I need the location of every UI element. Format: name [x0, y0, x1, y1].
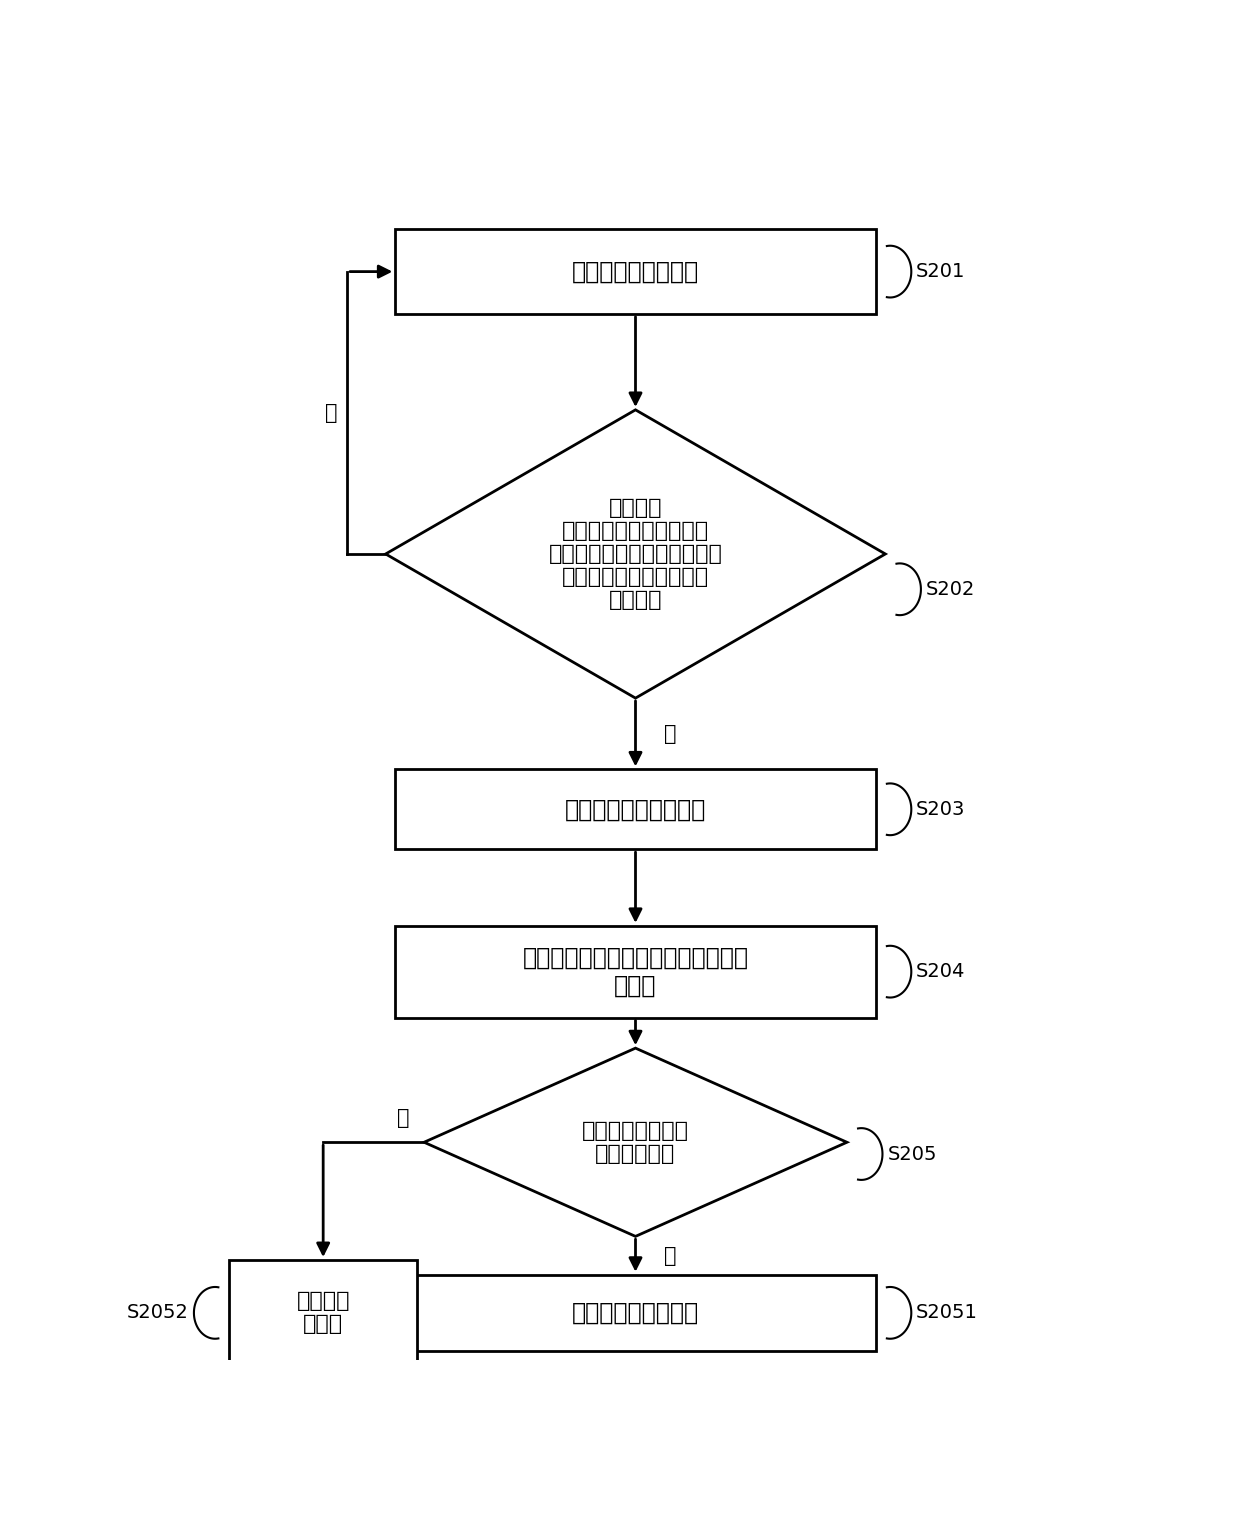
Text: 判断是否
从滤波中得到面部特征点
，其中，面部特征点包括面部
轮廓、眉毛、鼻子、眼睛
以及嘴唇: 判断是否 从滤波中得到面部特征点 ，其中，面部特征点包括面部 轮廓、眉毛、鼻子、…	[548, 498, 723, 610]
Text: 则可判定是一张人脸: 则可判定是一张人脸	[572, 1300, 699, 1325]
Text: S203: S203	[916, 799, 966, 819]
Text: S2052: S2052	[128, 1303, 190, 1322]
Text: S204: S204	[916, 963, 966, 981]
Bar	[229, 1261, 417, 1366]
Bar	[396, 926, 875, 1018]
Text: 判断对比结果是否
满足阈值要求: 判断对比结果是否 满足阈值要求	[582, 1120, 689, 1164]
Text: 获取面部特征点的位置: 获取面部特征点的位置	[565, 798, 706, 821]
Text: S201: S201	[916, 263, 966, 281]
Text: 否: 否	[397, 1108, 409, 1128]
Text: S2051: S2051	[916, 1303, 978, 1322]
Text: 是: 是	[665, 724, 677, 744]
Polygon shape	[424, 1048, 847, 1236]
Text: 不构成一
张人脸: 不构成一 张人脸	[296, 1291, 350, 1334]
Text: 对视频画面进行滤波: 对视频画面进行滤波	[572, 260, 699, 284]
Bar	[396, 769, 875, 850]
Bar	[396, 1274, 875, 1351]
Text: S205: S205	[888, 1144, 936, 1163]
Text: 否: 否	[325, 403, 337, 423]
Text: 是: 是	[665, 1245, 677, 1265]
Bar	[396, 229, 875, 313]
Text: S202: S202	[926, 579, 975, 599]
Polygon shape	[386, 410, 885, 698]
Text: 将面部特征点的位置与平均特征脸进
行对比: 将面部特征点的位置与平均特征脸进 行对比	[522, 946, 749, 998]
